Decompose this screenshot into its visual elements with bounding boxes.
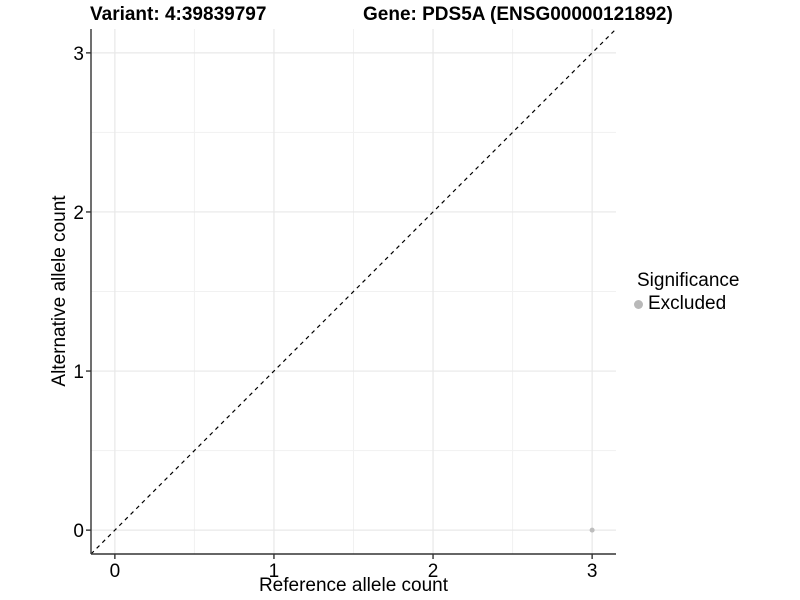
data-point [589, 527, 595, 533]
identity-line [90, 28, 617, 555]
x-tick-label: 0 [110, 561, 121, 582]
y-tick-label: 1 [73, 362, 84, 383]
legend-item-excluded: Excluded [634, 293, 739, 315]
legend-item-label: Excluded [648, 293, 727, 315]
variant-title: Variant: 4:39839797 [90, 4, 267, 25]
legend-point-icon [634, 300, 643, 310]
x-tick-label: 2 [428, 561, 439, 582]
y-axis-title: Alternative allele count [49, 195, 70, 387]
legend-title: Significance [637, 270, 740, 291]
x-tick-label: 1 [269, 561, 280, 582]
y-tick-label: 3 [73, 44, 84, 65]
legend: Significance Excluded [634, 270, 739, 316]
y-tick-label: 0 [73, 521, 84, 542]
x-tick-label: 3 [587, 561, 598, 582]
x-axis-title: Reference allele count [258, 575, 449, 596]
y-tick-label: 2 [73, 203, 84, 224]
gene-title: Gene: PDS5A (ENSG00000121892) [363, 4, 673, 25]
